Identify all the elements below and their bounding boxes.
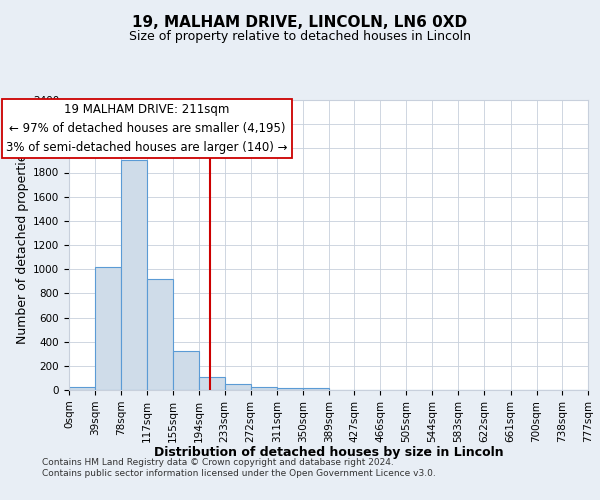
Bar bbox=[303, 388, 329, 390]
X-axis label: Distribution of detached houses by size in Lincoln: Distribution of detached houses by size … bbox=[154, 446, 503, 459]
Text: Contains public sector information licensed under the Open Government Licence v3: Contains public sector information licen… bbox=[42, 470, 436, 478]
Bar bbox=[121, 160, 147, 390]
Text: 19, MALHAM DRIVE, LINCOLN, LN6 0XD: 19, MALHAM DRIVE, LINCOLN, LN6 0XD bbox=[133, 15, 467, 30]
Bar bbox=[173, 352, 199, 390]
Bar bbox=[69, 387, 95, 390]
Text: Contains HM Land Registry data © Crown copyright and database right 2024.: Contains HM Land Registry data © Crown c… bbox=[42, 458, 394, 467]
Text: Size of property relative to detached houses in Lincoln: Size of property relative to detached ho… bbox=[129, 30, 471, 43]
Bar bbox=[147, 279, 173, 390]
Y-axis label: Number of detached properties: Number of detached properties bbox=[16, 146, 29, 344]
Bar bbox=[277, 388, 303, 390]
Bar bbox=[95, 267, 121, 390]
Bar bbox=[199, 376, 224, 390]
Bar bbox=[251, 387, 277, 390]
Bar bbox=[224, 384, 251, 390]
Text: 19 MALHAM DRIVE: 211sqm
← 97% of detached houses are smaller (4,195)
3% of semi-: 19 MALHAM DRIVE: 211sqm ← 97% of detache… bbox=[7, 103, 288, 154]
